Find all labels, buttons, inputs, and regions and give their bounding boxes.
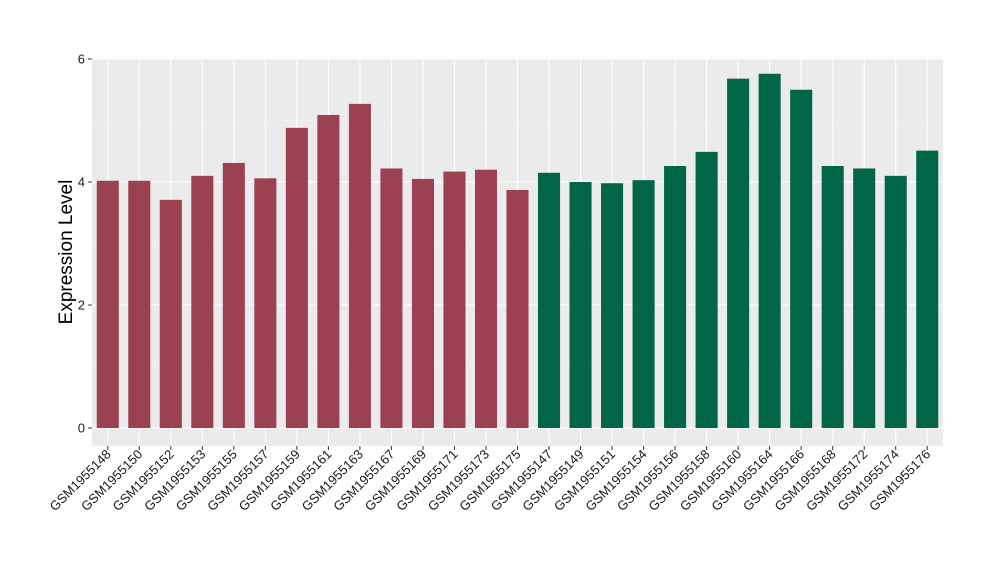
bar xyxy=(474,169,498,428)
y-tick-label: 2 xyxy=(78,298,85,313)
bar xyxy=(632,180,655,428)
bar xyxy=(569,182,592,428)
y-axis-title: Expression Level xyxy=(56,180,77,325)
bar xyxy=(317,114,340,428)
bar xyxy=(159,199,182,428)
bar xyxy=(601,183,624,428)
bar xyxy=(222,162,245,428)
bar xyxy=(96,180,119,428)
bar xyxy=(254,178,277,428)
y-tick-label: 0 xyxy=(78,421,85,436)
bar xyxy=(916,150,939,428)
bar xyxy=(128,180,151,428)
bar xyxy=(191,175,214,428)
bar xyxy=(821,166,844,428)
bar xyxy=(790,89,813,428)
bar xyxy=(443,171,466,429)
bars xyxy=(96,73,939,429)
bar xyxy=(727,78,750,429)
bar xyxy=(758,73,781,428)
bar xyxy=(884,175,907,428)
bar xyxy=(853,168,876,428)
bar xyxy=(285,127,308,428)
y-tick-label: 4 xyxy=(78,175,85,190)
y-axis: 0 2 4 6 xyxy=(78,52,92,436)
bar xyxy=(537,172,561,428)
bar xyxy=(411,178,434,428)
bar xyxy=(695,151,718,429)
bar xyxy=(506,189,529,428)
bar xyxy=(348,103,371,429)
x-axis: GSM1955148GSM1955150GSM1955152GSM1955153… xyxy=(47,446,933,514)
y-tick-label: 6 xyxy=(78,52,85,67)
bar xyxy=(380,168,403,428)
bar xyxy=(664,166,687,428)
